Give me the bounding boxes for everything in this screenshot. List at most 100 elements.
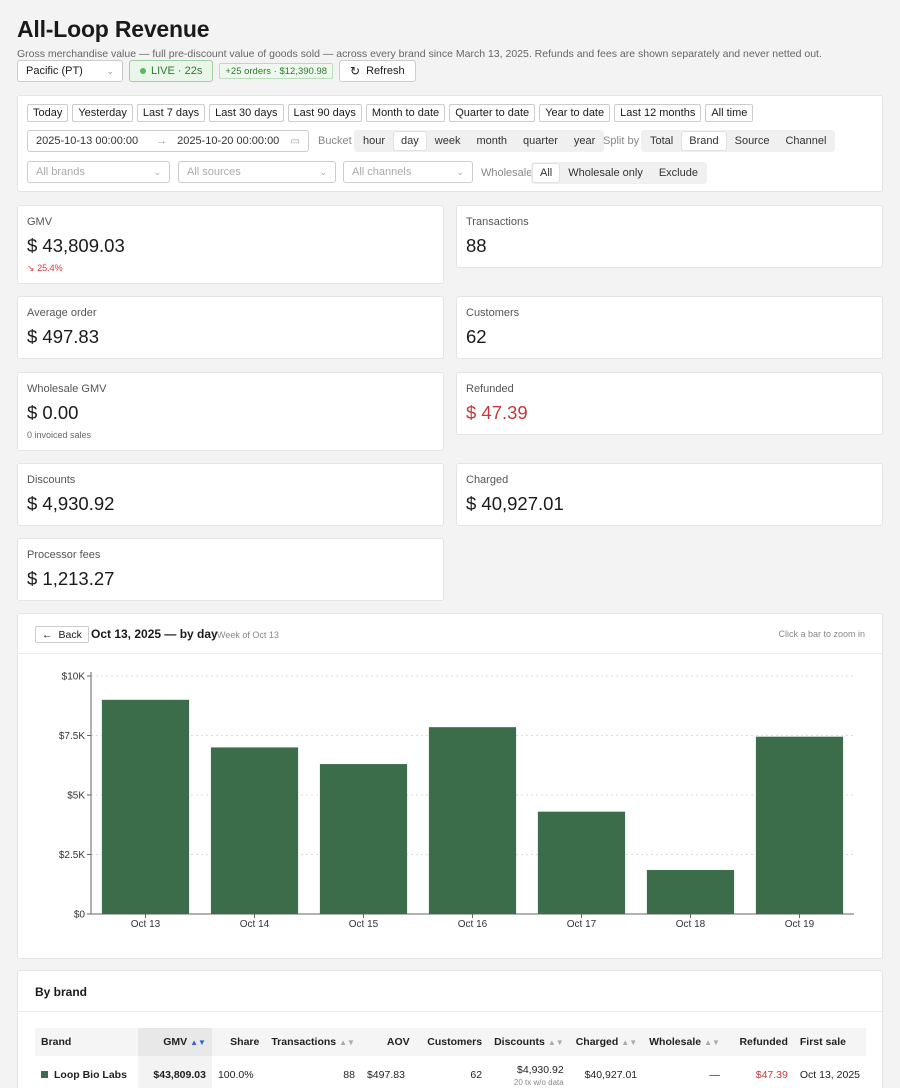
bucket-quarter[interactable]: quarter — [523, 135, 558, 147]
bar-chart: $0 $2.5K $5K $7.5K $10K Oct 13 Oct 14 Oct 15 Oct… — [59, 672, 854, 930]
kpi-label: Wholesale GMV — [27, 383, 107, 395]
live-indicator[interactable]: LIVE · 22s — [129, 60, 214, 82]
col-transactions[interactable]: Transactions ▲▼ — [265, 1028, 361, 1056]
col-discounts[interactable]: Discounts ▲▼ — [488, 1028, 570, 1056]
y-tick-label: $10K — [62, 672, 86, 683]
chart-bar[interactable] — [646, 869, 735, 914]
split-source[interactable]: Source — [734, 135, 770, 147]
preset-last-90-days[interactable]: Last 90 days — [287, 104, 362, 122]
chart-hint: Click a bar to zoom in — [778, 629, 865, 639]
kpi-value: $ 43,809.03 — [27, 235, 125, 256]
preset-today[interactable]: Today — [27, 104, 69, 122]
preset-last-7-days[interactable]: Last 7 days — [136, 104, 206, 122]
col-wholesale-label: Wholesale — [649, 1036, 702, 1048]
y-tick-label: $5K — [67, 791, 85, 802]
y-tick-label: $2.5K — [59, 850, 85, 861]
kpi-processor-fees: Processor fees $ 1,213.27 — [17, 538, 444, 601]
chart-bar[interactable] — [101, 699, 190, 914]
y-tick-label: $7.5K — [59, 731, 85, 742]
x-tick-label: Oct 19 — [785, 919, 815, 930]
wholesale-all[interactable]: All — [533, 164, 560, 182]
kpi-delta: ↘ 25.4% — [27, 263, 63, 274]
refresh-label: Refresh — [366, 65, 405, 77]
chart-panel: ← Back Oct 13, 2025 — by day Week of Oct… — [17, 613, 883, 959]
cell-aov: $497.83 — [366, 1069, 405, 1081]
sort-icon: ▲▼ — [704, 1038, 720, 1047]
timezone-select[interactable]: Pacific (PT) ⌄ — [17, 60, 123, 82]
chevron-down-icon: ⌄ — [106, 65, 114, 76]
preset-all-time[interactable]: All time — [705, 104, 754, 122]
preset-last-30-days[interactable]: Last 30 days — [209, 104, 284, 122]
col-wholesale[interactable]: Wholesale ▲▼ — [643, 1028, 726, 1056]
preset-last-12-months[interactable]: Last 12 months — [614, 104, 702, 122]
sort-icon: ▲▼ — [190, 1038, 206, 1047]
cell-first-sale: Oct 13, 2025 — [799, 1069, 860, 1081]
split-brand[interactable]: Brand — [682, 132, 726, 150]
brands-filter-placeholder: All brands — [36, 166, 85, 178]
x-tick-label: Oct 18 — [676, 919, 706, 930]
bucket-week[interactable]: week — [434, 135, 461, 147]
col-brand: Brand — [35, 1028, 138, 1056]
bucket-day[interactable]: day — [394, 132, 426, 150]
split-channel[interactable]: Channel — [785, 135, 827, 147]
kpi-label: Discounts — [27, 474, 76, 486]
divider — [18, 1011, 882, 1012]
kpi-value: 88 — [466, 235, 487, 256]
cell-customers: 62 — [470, 1069, 483, 1081]
chart-bar[interactable] — [537, 811, 626, 914]
col-gmv[interactable]: GMV ▲▼ — [137, 1028, 212, 1056]
split-total[interactable]: Total — [650, 135, 674, 147]
x-tick-label: Oct 16 — [458, 919, 488, 930]
brand-table-panel: By brand Brand GMV ▲▼ Share Transactions ▲… — [17, 970, 883, 1088]
kpi-wholesale-gmv: Wholesale GMV $ 0.00 0 invoiced sales — [17, 372, 444, 451]
chart-bar[interactable] — [755, 736, 844, 914]
back-button[interactable]: ← Back — [35, 626, 89, 643]
new-orders-badge: +25 orders · $12,390.98 — [219, 63, 334, 79]
col-share: Share — [211, 1028, 266, 1056]
y-tick-label: $0 — [74, 910, 86, 921]
chart-bar[interactable] — [428, 727, 517, 914]
sort-icon: ▲▼ — [621, 1038, 638, 1047]
preset-yesterday[interactable]: Yesterday — [72, 104, 133, 122]
cell-wholesale: — — [709, 1069, 720, 1081]
bucket-month[interactable]: month — [476, 135, 508, 147]
kpi-gmv: GMV $ 43,809.03 ↘ 25.4% — [17, 205, 444, 284]
bucket-hour[interactable]: hour — [363, 135, 386, 147]
brand-name: Loop Bio Labs — [54, 1069, 127, 1081]
preset-year-to-date[interactable]: Year to date — [539, 104, 611, 122]
sources-filter-placeholder: All sources — [187, 166, 241, 178]
preset-month-to-date[interactable]: Month to date — [365, 104, 446, 122]
kpi-label: Customers — [466, 307, 520, 319]
kpi-value: $ 40,927.01 — [466, 493, 564, 514]
refresh-icon: ↻ — [350, 64, 361, 78]
channels-filter-placeholder: All channels — [352, 166, 412, 178]
timezone-value: Pacific (PT) — [26, 65, 83, 77]
split-label: Split by — [603, 135, 640, 147]
date-presets: Today Yesterday Last 7 days Last 30 days… — [27, 104, 754, 122]
kpi-average-order: Average order $ 497.83 — [17, 296, 444, 359]
chart-title: Oct 13, 2025 — by day — [91, 627, 218, 641]
channels-filter[interactable]: All channels ⌄ — [343, 161, 473, 183]
brand-swatch — [41, 1071, 48, 1078]
bucket-year[interactable]: year — [573, 135, 596, 147]
brand-table-title: By brand — [35, 985, 88, 999]
col-charged[interactable]: Charged ▲▼ — [569, 1028, 644, 1056]
col-gmv-label: GMV — [163, 1036, 188, 1048]
wholesale-exclude[interactable]: Exclude — [658, 167, 698, 179]
discounts-note: 20 tx w/o data — [513, 1077, 564, 1087]
page-subtitle: Gross merchandise value — full pre-disco… — [17, 48, 822, 60]
sources-filter[interactable]: All sources ⌄ — [178, 161, 336, 183]
wholesale-only[interactable]: Wholesale only — [568, 167, 643, 179]
kpi-label: Transactions — [466, 216, 529, 228]
refresh-button[interactable]: ↻ Refresh — [339, 60, 416, 82]
col-first-sale: First sale — [793, 1028, 866, 1056]
chart-bar[interactable] — [210, 747, 299, 914]
date-range-picker[interactable]: 2025-10-13 00:00:00 → 2025-10-20 00:00:0… — [27, 130, 309, 152]
brands-filter[interactable]: All brands ⌄ — [27, 161, 170, 183]
filters-panel: Today Yesterday Last 7 days Last 30 days… — [17, 95, 883, 192]
table-row[interactable]: Loop Bio Labs $43,809.03 100.0% 88 $497.… — [35, 1056, 866, 1088]
chart-bar[interactable] — [319, 764, 408, 914]
preset-quarter-to-date[interactable]: Quarter to date — [449, 104, 536, 122]
x-tick-label: Oct 13 — [131, 919, 161, 930]
kpi-label: Processor fees — [27, 549, 101, 561]
